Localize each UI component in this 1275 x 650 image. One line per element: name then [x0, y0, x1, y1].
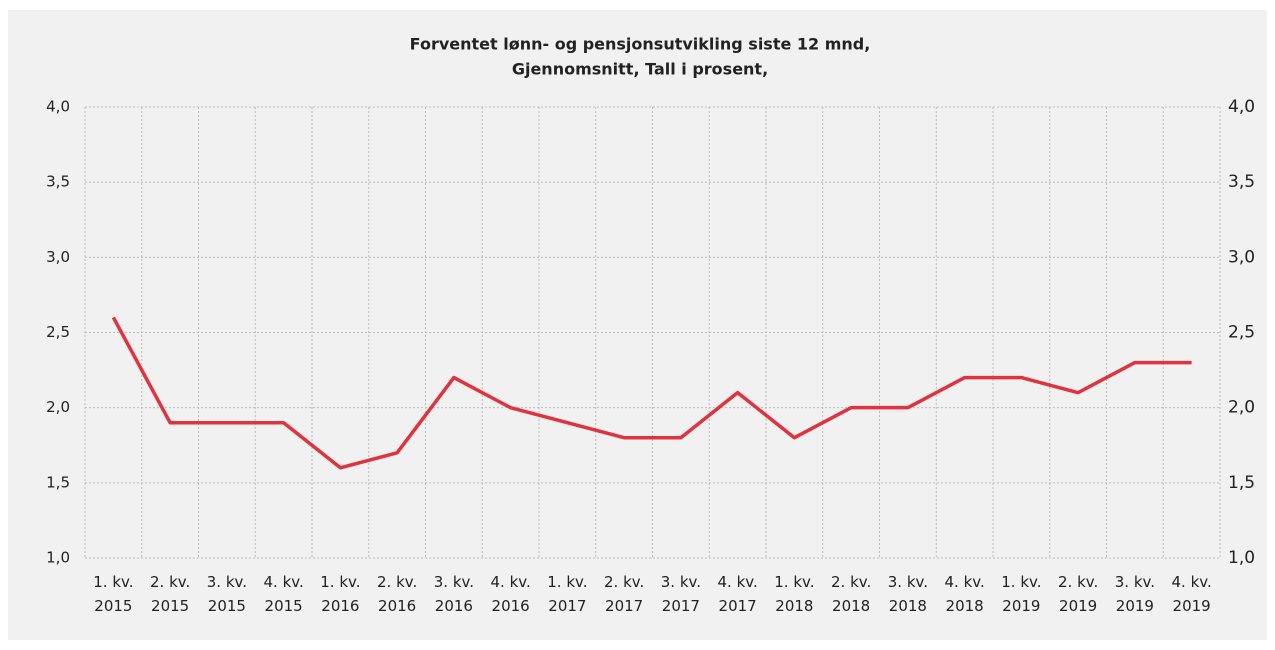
x-tick-label-line: 1. kv.	[93, 573, 133, 591]
x-tick-label: 2. kv. 2016	[377, 573, 417, 615]
x-tick-label: 2. kv. 2018	[831, 573, 871, 615]
x-tick-label-line: 2017	[662, 597, 700, 615]
x-tick-label-line: 2. kv.	[1058, 573, 1098, 591]
x-tick-label: 2. kv. 2015	[150, 573, 190, 615]
x-tick-label-line: 2018	[946, 597, 984, 615]
y2-tick-label: 3,5	[1228, 172, 1255, 192]
x-tick-label: 1. kv. 2016	[320, 573, 360, 615]
x-tick-label-line: 2016	[435, 597, 473, 615]
y-tick-label: 4,0	[46, 98, 70, 116]
y-tick-label: 3,0	[46, 248, 70, 266]
x-tick-label: 1. kv. 2015	[93, 573, 133, 615]
x-tick-label-line: 2018	[775, 597, 813, 615]
x-tick-label-line: 3. kv.	[434, 573, 474, 591]
x-tick-label-line: 2. kv.	[604, 573, 644, 591]
x-tick-label: 3. kv. 2016	[434, 573, 474, 615]
x-tick-label-line: 2017	[719, 597, 757, 615]
x-tick-label: 3. kv. 2015	[207, 573, 247, 615]
x-tick-label-line: 2019	[1059, 597, 1097, 615]
x-tick-label-line: 2. kv.	[377, 573, 417, 591]
x-tick-label-line: 2016	[378, 597, 416, 615]
x-tick-label: 4. kv. 2019	[1172, 573, 1212, 615]
x-tick-label-line: 1. kv.	[1001, 573, 1041, 591]
x-tick-label-line: 2. kv.	[831, 573, 871, 591]
x-tick-label: 1. kv. 2019	[1001, 573, 1041, 615]
x-tick-label-line: 3. kv.	[661, 573, 701, 591]
x-tick-label-line: 3. kv.	[1115, 573, 1155, 591]
x-tick-label-line: 2016	[321, 597, 359, 615]
x-tick-label-line: 4. kv.	[1172, 573, 1212, 591]
x-tick-label: 1. kv. 2017	[547, 573, 587, 615]
y2-tick-label: 1,5	[1228, 473, 1255, 493]
x-tick-label-line: 2019	[1116, 597, 1154, 615]
x-tick-label-line: 1. kv.	[547, 573, 587, 591]
x-tick-label-line: 2017	[605, 597, 643, 615]
x-tick-label-line: 2018	[832, 597, 870, 615]
x-tick-label-line: 3. kv.	[207, 573, 247, 591]
y-tick-label: 2,0	[46, 398, 70, 416]
x-tick-label-line: 3. kv.	[888, 573, 928, 591]
y2-tick-label: 2,0	[1228, 398, 1255, 418]
x-tick-label-line: 2019	[1002, 597, 1040, 615]
x-tick-label: 3. kv. 2019	[1115, 573, 1155, 615]
x-tick-label-line: 2019	[1173, 597, 1211, 615]
x-tick-label-line: 2015	[151, 597, 189, 615]
chart-background	[8, 10, 1267, 640]
x-tick-label-line: 2015	[208, 597, 246, 615]
chart-subtitle: Gjennomsnitt, Tall i prosent,	[512, 60, 768, 79]
chart-title: Forventet lønn- og pensjonsutvikling sis…	[410, 35, 871, 54]
x-tick-label-line: 2016	[492, 597, 530, 615]
x-tick-label-line: 2017	[548, 597, 586, 615]
y2-tick-label: 2,5	[1228, 323, 1255, 343]
x-tick-label: 2. kv. 2017	[604, 573, 644, 615]
y-tick-label: 1,5	[46, 473, 70, 491]
x-tick-label: 2. kv. 2019	[1058, 573, 1098, 615]
y-tick-label: 3,5	[46, 173, 70, 191]
x-tick-label-line: 4. kv.	[945, 573, 985, 591]
x-tick-label: 3. kv. 2017	[661, 573, 701, 615]
y2-tick-label: 3,0	[1228, 247, 1255, 267]
x-tick-label-line: 2015	[265, 597, 303, 615]
x-tick-label: 4. kv. 2015	[264, 573, 304, 615]
x-tick-label-line: 2015	[94, 597, 132, 615]
x-tick-label: 4. kv. 2017	[718, 573, 758, 615]
x-tick-label: 3. kv. 2018	[888, 573, 928, 615]
x-tick-label-line: 1. kv.	[320, 573, 360, 591]
x-tick-label-line: 4. kv.	[718, 573, 758, 591]
x-tick-label: 4. kv. 2016	[491, 573, 531, 615]
x-tick-label: 4. kv. 2018	[945, 573, 985, 615]
y-tick-label: 1,0	[46, 549, 70, 567]
data-line	[111, 316, 1192, 470]
x-tick-label-line: 4. kv.	[491, 573, 531, 591]
y2-tick-label: 1,0	[1228, 548, 1255, 568]
x-tick-label-line: 2. kv.	[150, 573, 190, 591]
x-tick-label-line: 2018	[889, 597, 927, 615]
x-tick-label-line: 4. kv.	[264, 573, 304, 591]
y2-tick-label: 4,0	[1228, 97, 1255, 117]
y-tick-label: 2,5	[46, 323, 70, 341]
x-tick-label-line: 1. kv.	[774, 573, 814, 591]
x-tick-label: 1. kv. 2018	[774, 573, 814, 615]
